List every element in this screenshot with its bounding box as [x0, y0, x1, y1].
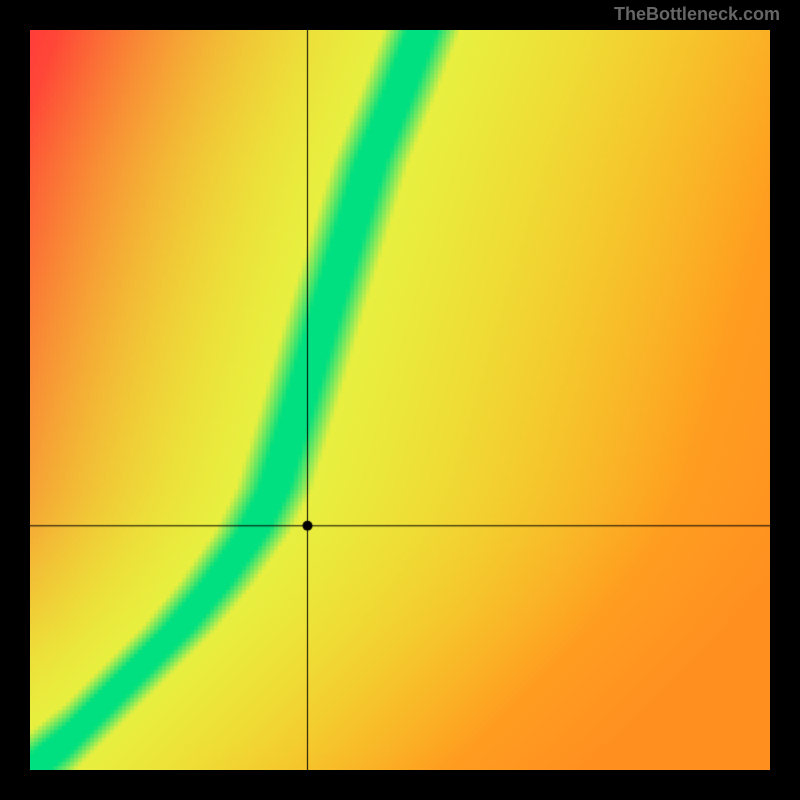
attribution-label: TheBottleneck.com — [614, 4, 780, 25]
bottleneck-heatmap — [30, 30, 770, 770]
chart-container: TheBottleneck.com — [0, 0, 800, 800]
